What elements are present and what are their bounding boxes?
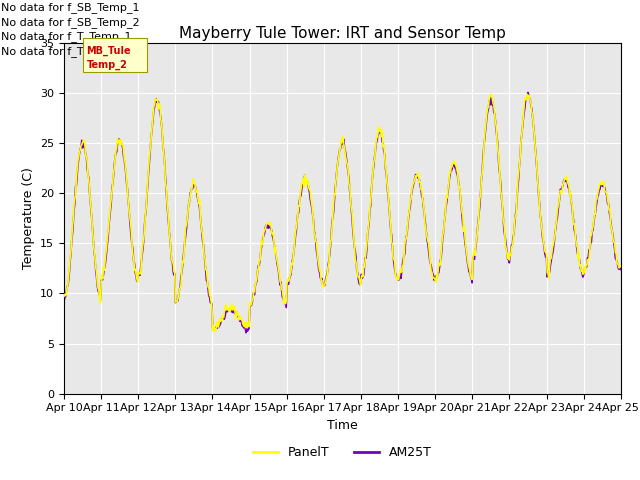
AM25T (524, 90, 532, 96)
Text: No data for f_T_Temp_2: No data for f_T_Temp_2 (1, 46, 132, 57)
AM25T (70, 207, 78, 213)
PanelT (214, 324, 222, 330)
Line: AM25T: AM25T (64, 93, 621, 333)
Y-axis label: Temperature (C): Temperature (C) (22, 168, 35, 269)
X-axis label: Time: Time (327, 419, 358, 432)
PanelT (127, 229, 135, 235)
AM25T (184, 209, 192, 215)
PanelT (411, 177, 419, 182)
AM25T (411, 176, 419, 181)
AM25T (214, 325, 221, 331)
AM25T (60, 299, 68, 305)
AM25T (242, 330, 250, 336)
Title: Mayberry Tule Tower: IRT and Sensor Temp: Mayberry Tule Tower: IRT and Sensor Temp (179, 25, 506, 41)
AM25T (127, 236, 135, 242)
Text: MB_Tule: MB_Tule (86, 46, 131, 56)
PanelT (428, 268, 435, 274)
Text: No data for f_SB_Temp_1: No data for f_SB_Temp_1 (1, 2, 140, 13)
PanelT (184, 209, 192, 215)
AM25T (428, 262, 435, 268)
PanelT (617, 264, 625, 269)
Text: Temp_2: Temp_2 (86, 60, 127, 70)
AM25T (617, 266, 625, 272)
Legend: PanelT, AM25T: PanelT, AM25T (248, 442, 437, 465)
PanelT (70, 201, 78, 207)
PanelT (60, 293, 68, 299)
PanelT (209, 328, 216, 334)
Text: No data for f_T_Temp_1: No data for f_T_Temp_1 (1, 31, 132, 42)
Text: No data for f_SB_Temp_2: No data for f_SB_Temp_2 (1, 17, 140, 28)
PanelT (524, 91, 531, 97)
Line: PanelT: PanelT (64, 94, 621, 331)
